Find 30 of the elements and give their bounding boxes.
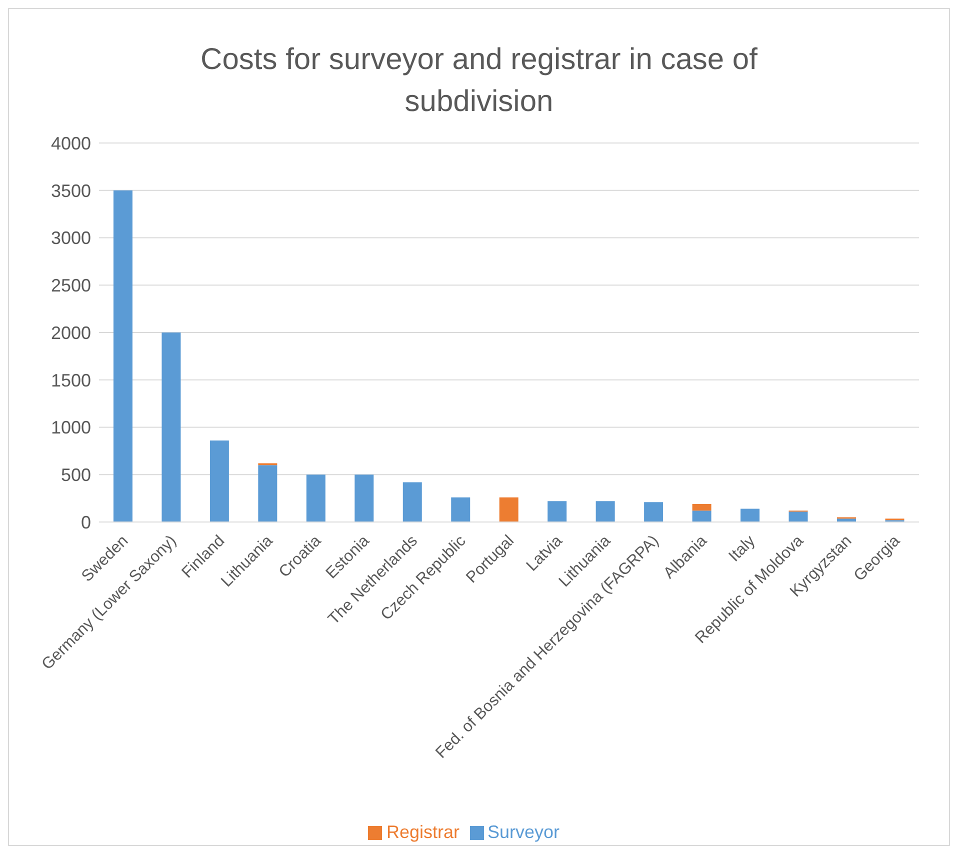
chart-title: Costs for surveyor and registrar in case of subdivision xyxy=(200,42,758,120)
bar xyxy=(306,474,326,522)
bar xyxy=(113,190,132,522)
y-tick-label: 500 xyxy=(60,465,91,486)
y-tick-label: 1000 xyxy=(50,418,91,438)
bar xyxy=(788,512,808,522)
y-tick-label: 4000 xyxy=(50,133,91,154)
y-tick-label: 1500 xyxy=(50,370,91,390)
y-tick-label: 3500 xyxy=(50,180,91,201)
bar xyxy=(210,440,229,522)
x-tick-label: Italy xyxy=(726,532,759,566)
bar xyxy=(402,482,422,522)
bar xyxy=(644,502,664,522)
y-tick-label: 3000 xyxy=(50,228,91,248)
bar xyxy=(596,501,615,522)
bar xyxy=(740,508,760,522)
bar xyxy=(499,497,518,522)
legend-label: Surveyor xyxy=(488,822,560,842)
legend-label: Registrar xyxy=(386,822,460,842)
bar xyxy=(692,504,712,511)
bar xyxy=(548,501,567,522)
bar xyxy=(258,465,278,522)
y-tick-label: 2500 xyxy=(50,276,91,296)
y-tick-label: 0 xyxy=(80,512,91,532)
bar xyxy=(451,497,470,522)
bar xyxy=(162,332,181,522)
y-tick-label: 2000 xyxy=(50,322,91,343)
bar xyxy=(354,474,374,522)
bar xyxy=(837,518,856,522)
bar xyxy=(692,510,712,522)
